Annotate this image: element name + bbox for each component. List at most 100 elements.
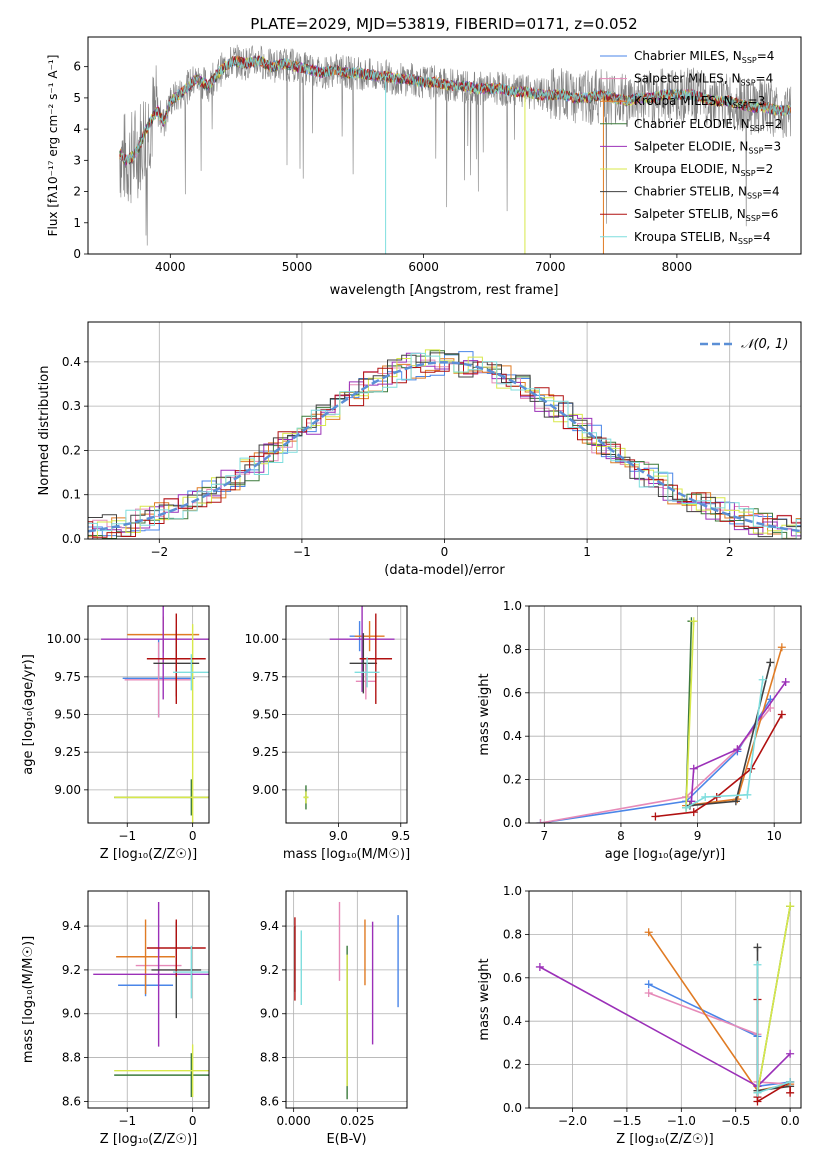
y-tick-label: 9.75 [54,670,81,684]
x-tick-label: 9 [694,829,702,843]
legend-label-count: =4 [762,185,780,199]
legend-label-count: =6 [761,207,779,221]
y-tick-label: 0.8 [503,927,522,941]
series-point-marker [777,643,786,652]
y-tick-label: 9.25 [54,745,81,759]
y-axis-label: mass weight [477,673,492,755]
series-point-marker [651,812,660,821]
x-tick-label: 7000 [535,260,566,274]
legend-label: Salpeter STELIB, NSSP=6 [634,207,778,223]
legend-label-subscript: SSP [733,101,748,110]
series-point-marker [731,797,740,806]
series-point-marker [644,988,653,997]
axes-frame [87,321,802,540]
legend-label-subscript: SSP [741,79,756,88]
histogram-line [88,359,801,536]
y-tick-label: 9.0 [260,1007,279,1021]
line-plot-area [536,617,790,823]
series-point-marker [753,1097,762,1106]
y-tick-label: 3 [73,153,81,167]
mass-vs-Z-panel: −1 0 8.6 8.8 9.0 9.2 9.4 Z [log₁₀(Z/Z☉)] mass [l… [21,890,210,1147]
axes-frame [87,36,802,255]
series-point-marker [536,819,545,823]
legend-label-subscript: SSP [750,124,765,133]
errorbar-plot-area [93,901,209,1098]
histogram-line [88,352,801,538]
model-spectrum-line [119,57,791,164]
y-tick-label: 1 [73,216,81,230]
series-point-marker [733,745,742,754]
y-tick-label: 9.00 [252,783,279,797]
y-tick-label: 9.4 [62,919,81,933]
y-tick-label: 0.4 [62,355,81,369]
y-tick-label: 0.2 [62,443,81,457]
x-tick-label: 9.0 [329,829,348,843]
legend-label-count: =3 [748,94,766,108]
y-tick-label: 6 [73,60,81,74]
y-axis-label: age [log₁₀(age/yr)] [21,654,36,775]
y-tick-label: 0.2 [503,773,522,787]
x-tick-label: 9.5 [391,829,410,843]
axes-frame [87,890,210,1109]
legend-label-subscript: SSP [742,56,757,65]
legend-label-subscript: SSP [741,169,756,178]
y-tick-label: 8.6 [62,1094,81,1108]
axes-frame [285,890,408,1109]
y-tick-label: 2 [73,185,81,199]
residuals-panel: −2 −1 0 1 2 0.0 0.1 0.2 0.3 0.4 𝒩(0, 1) (data-model… [37,321,802,578]
series-point-marker [644,928,653,937]
legend-label-subscript: SSP [746,214,761,223]
x-tick-label: 8 [617,829,625,843]
x-tick-label: 0.0 [781,1114,800,1128]
y-axis-label: mass [log₁₀(M/M☉)] [21,936,36,1063]
y-tick-label: 0.4 [503,729,522,743]
series-point-marker [766,658,775,667]
y-axis-label: Flux [fλ10⁻¹⁷ erg cm⁻² s⁻¹ A⁻¹] [46,55,60,237]
spectrum-panel: 4000 5000 6000 7000 8000 0 1 2 3 4 5 6 Chabrier MILE… [46,36,802,298]
y-tick-label: 4 [73,122,81,136]
legend-label-subscript: SSP [738,237,753,246]
legend-label: Chabrier ELODIE, NSSP=2 [634,117,782,133]
y-tick-label: 0.1 [62,488,81,502]
x-tick-label: 2 [726,545,734,559]
legend-label-subscript: SSP [747,192,762,201]
legend-label: Chabrier STELIB, NSSP=4 [634,185,780,201]
x-tick-label: −2 [150,545,168,559]
normal-curve-line [88,361,801,533]
x-tick-label: 10 [767,829,782,843]
y-tick-label: 0.0 [503,816,522,830]
y-tick-label: 9.50 [54,708,81,722]
axes-frame [87,605,210,824]
axes-frame [528,605,802,824]
series-line [690,681,787,802]
y-tick-label: 9.50 [252,708,279,722]
y-tick-label: 1.0 [503,884,522,898]
axes-frame [528,890,802,1109]
x-tick-label: −1 [118,829,136,843]
x-axis-label: Z [log₁₀(Z/Z☉)] [100,1132,197,1147]
x-tick-label: 4000 [155,260,186,274]
series-point-marker [753,943,762,952]
x-axis-label: wavelength [Angstrom, rest frame] [330,283,559,298]
y-tick-label: 0.6 [503,971,522,985]
legend-label: Salpeter ELODIE, NSSP=3 [634,139,781,155]
x-tick-label: 6000 [408,260,439,274]
legend-label: Kroupa MILES, NSSP=3 [634,94,765,110]
series-line [685,646,783,807]
series-line [689,662,772,807]
errorbar-plot-area [303,606,395,810]
legend-label-subscript: SSP [748,146,763,155]
observed-spectrum-line [119,44,792,246]
series-point-marker [753,960,762,969]
massweight-vs-age-panel: 7 8 9 10 0.0 0.2 0.4 0.6 0.8 1.0 age [log₁₀(age/yr… [477,599,802,862]
series-line [685,621,695,808]
legend-label: Kroupa ELODIE, NSSP=2 [634,162,773,178]
legend-label-count: =4 [753,230,771,244]
y-tick-label: 10.00 [47,632,81,646]
y-tick-label: 8.8 [260,1051,279,1065]
x-tick-label: 0 [189,829,197,843]
y-tick-label: 9.75 [252,670,279,684]
series-line [539,966,791,1088]
legend-label: Kroupa STELIB, NSSP=4 [634,230,771,246]
